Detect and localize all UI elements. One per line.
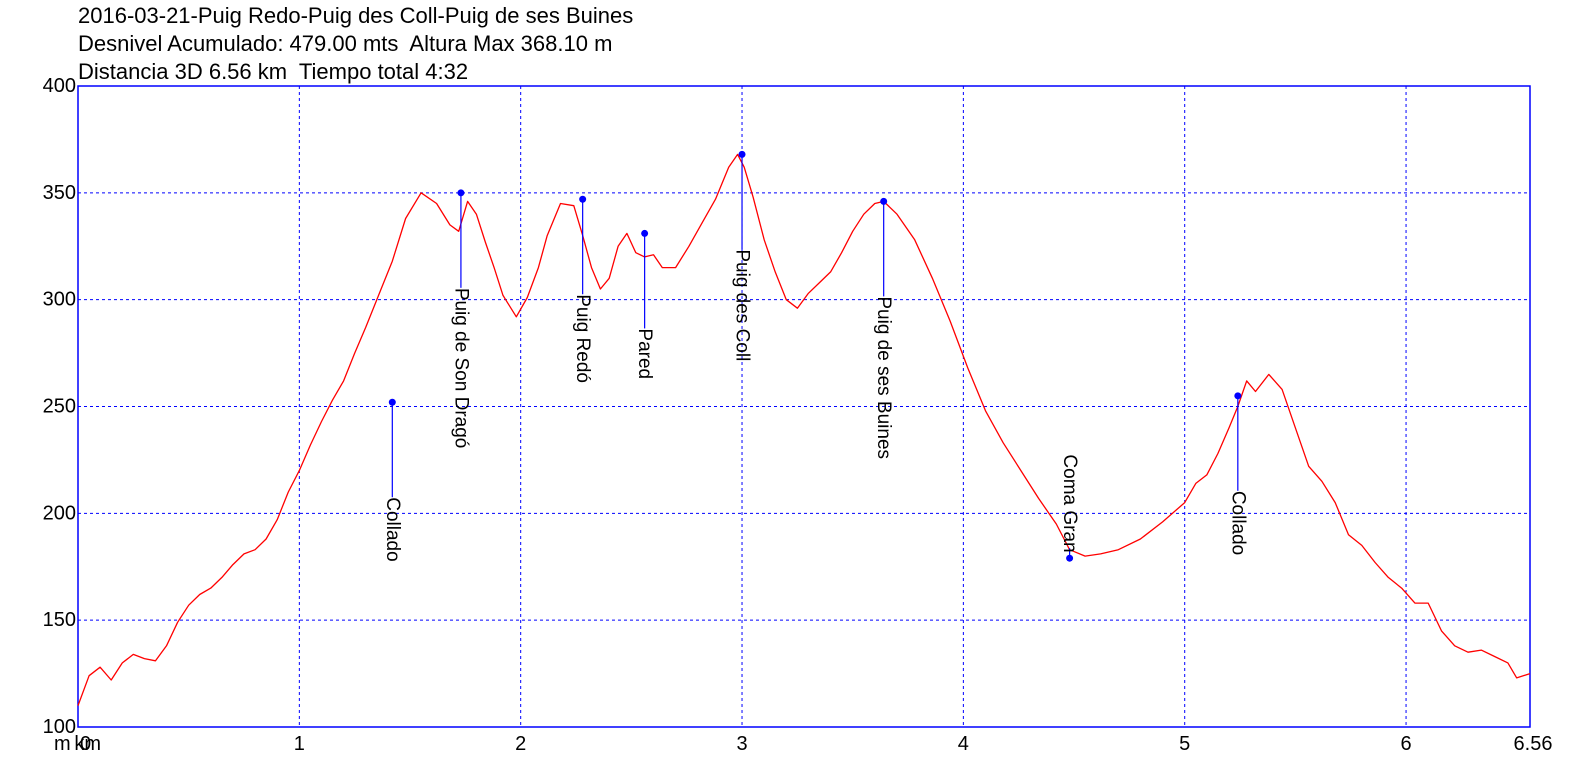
waypoint-marker: Puig de ses Buines: [873, 197, 894, 459]
waypoint-label: Puig de Son Dragó: [450, 288, 471, 449]
profile-line: [77, 153, 1531, 706]
y-tick-label: 150: [43, 609, 76, 631]
x-tick-label: 3: [736, 733, 747, 755]
y-tick-labels: 100 150 200 250 300 350 400: [43, 75, 76, 738]
waypoint-dot: [1066, 554, 1074, 562]
y-tick-label: 400: [43, 75, 76, 97]
waypoint-label: Puig de ses Buines: [873, 296, 894, 459]
y-tick-label: 100: [43, 716, 76, 738]
waypoint-label: Puig Redó: [572, 294, 593, 383]
waypoint-marker: Coma Gran: [1059, 454, 1080, 562]
x-tick-label: 1: [294, 733, 305, 755]
plot-frame: [77, 85, 1531, 728]
waypoint-marker: Puig Redó: [572, 195, 593, 383]
waypoint-marker: Collado: [1227, 392, 1248, 555]
waypoints: Collado Puig de Son Dragó Puig Redó Pared Pu…: [382, 150, 1248, 562]
title-line-distance: Distancia 3D 6.56 km Tiempo total 4:32: [78, 59, 469, 84]
x-tick-labels: 0 1 2 3 4 5 6 6.56: [80, 733, 1552, 755]
y-axis-unit-label: m: [54, 733, 71, 755]
waypoint-marker: Puig de Son Dragó: [450, 189, 471, 448]
title-line-route: 2016-03-21-Puig Redo-Puig des Coll-Puig …: [78, 3, 634, 28]
x-axis-unit-label: km: [74, 733, 101, 755]
waypoint-marker: Collado: [382, 398, 403, 562]
waypoint-label: Coma Gran: [1059, 454, 1080, 552]
x-tick-label: 4: [958, 733, 969, 755]
y-tick-label: 250: [43, 396, 76, 418]
plot-frame-border: [77, 85, 1531, 728]
waypoint-marker: Puig des Coll: [732, 150, 753, 361]
waypoint-dot: [1234, 392, 1242, 400]
waypoint-label: Collado: [382, 497, 403, 561]
x-tick-label: 5: [1179, 733, 1190, 755]
waypoint-marker: Pared: [634, 229, 655, 379]
y-tick-label: 300: [43, 289, 76, 311]
title-line-elevation: Desnivel Acumulado: 479.00 mts Altura Ma…: [78, 31, 613, 56]
waypoint-dot: [880, 197, 888, 205]
x-tick-label: 6: [1400, 733, 1411, 755]
y-tick-label: 200: [43, 502, 76, 524]
waypoint-dot: [579, 195, 587, 203]
grid-lines: [78, 86, 1530, 727]
x-tick-label: 6.56: [1514, 733, 1553, 755]
y-tick-label: 350: [43, 182, 76, 204]
waypoint-dot: [738, 150, 746, 158]
waypoint-dot: [457, 189, 465, 197]
waypoint-dot: [388, 398, 396, 406]
profile-series: [77, 153, 1531, 706]
waypoint-label: Pared: [634, 328, 655, 379]
x-tick-label: 2: [515, 733, 526, 755]
waypoint-label: Collado: [1227, 491, 1248, 555]
waypoint-label: Puig des Coll: [732, 249, 753, 361]
x-tick-label: 0: [80, 733, 91, 755]
waypoint-dot: [641, 229, 649, 237]
